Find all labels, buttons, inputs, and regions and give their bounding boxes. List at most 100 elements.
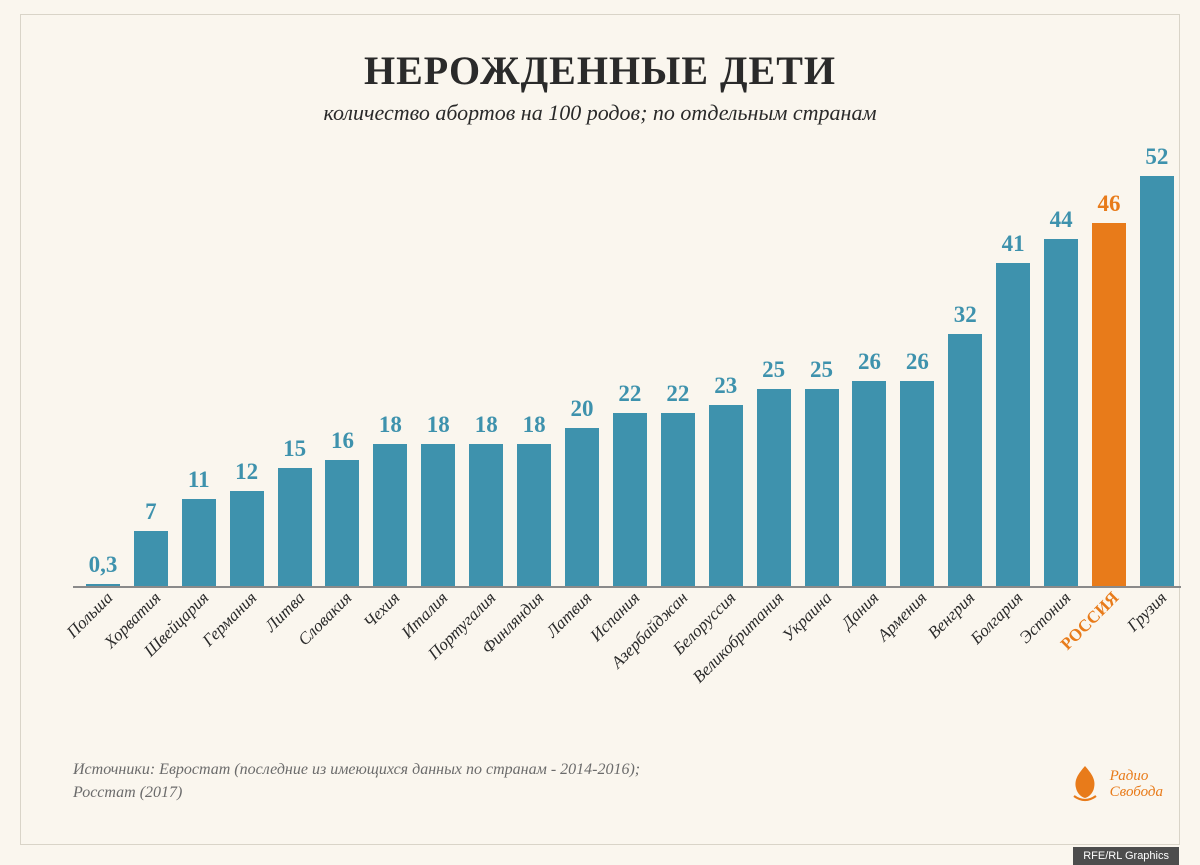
- label-slot: Германия: [223, 588, 271, 734]
- label-slot: РОССИЯ: [1085, 588, 1133, 734]
- bar-value: 18: [379, 412, 402, 438]
- logo-text: Радио Свобода: [1110, 768, 1163, 801]
- bar-slot: 22: [654, 148, 702, 586]
- bar-slot: 18: [414, 148, 462, 586]
- credit-badge: RFE/RL Graphics: [1073, 847, 1179, 865]
- bar-value: 18: [523, 412, 546, 438]
- label-slot: Венгрия: [941, 588, 989, 734]
- sources: Источники: Евростат (последние из имеющи…: [73, 759, 640, 804]
- bar-slot: 25: [750, 148, 798, 586]
- label-slot: Дания: [846, 588, 894, 734]
- label-slot: Латвия: [558, 588, 606, 734]
- bar: 22: [613, 413, 647, 586]
- bar-value: 44: [1050, 207, 1073, 233]
- bar: 25: [757, 389, 791, 586]
- bar-value: 32: [954, 302, 977, 328]
- bar-value: 18: [475, 412, 498, 438]
- bar-value: 25: [810, 357, 833, 383]
- chart-title: НЕРОЖДЕННЫЕ ДЕТИ: [21, 47, 1179, 94]
- label-slot: Армения: [893, 588, 941, 734]
- sources-line2: Росстат (2017): [73, 782, 640, 804]
- bar: 26: [900, 381, 934, 586]
- bar-value: 15: [283, 436, 306, 462]
- label-slot: Польша: [79, 588, 127, 734]
- bar-slot: 52: [1133, 148, 1181, 586]
- bar-value: 18: [427, 412, 450, 438]
- label-slot: Великобритания: [750, 588, 798, 734]
- bar: 18: [421, 444, 455, 586]
- bar-slot: 22: [606, 148, 654, 586]
- bar: 52: [1140, 176, 1174, 586]
- bar-value: 22: [666, 381, 689, 407]
- bar-slot: 18: [462, 148, 510, 586]
- bar-value: 0,3: [89, 552, 118, 578]
- bar-slot: 11: [175, 148, 223, 586]
- bar-slot: 41: [989, 148, 1037, 586]
- bar-slot: 15: [271, 148, 319, 586]
- bar: 44: [1044, 239, 1078, 586]
- bar: 41: [996, 263, 1030, 586]
- logo: Радио Свобода: [1068, 764, 1163, 804]
- bar: 11: [182, 499, 216, 586]
- bar-slot: 18: [366, 148, 414, 586]
- bar-slot: 44: [1037, 148, 1085, 586]
- bar-value: 41: [1002, 231, 1025, 257]
- bar-value: 23: [714, 373, 737, 399]
- bar-slot: 16: [319, 148, 367, 586]
- bar-slot: 32: [941, 148, 989, 586]
- bar: 15: [278, 468, 312, 586]
- label-slot: Чехия: [366, 588, 414, 734]
- sources-line1: Источники: Евростат (последние из имеющи…: [73, 759, 640, 781]
- bar: 46: [1092, 223, 1126, 586]
- bar: 18: [373, 444, 407, 586]
- bar-slot: 7: [127, 148, 175, 586]
- bar-value: 7: [145, 499, 157, 525]
- bar-value: 25: [762, 357, 785, 383]
- bar-chart: 0,37111215161818181820222223252526263241…: [73, 148, 1181, 588]
- bar-value: 22: [618, 381, 641, 407]
- bar-slot: 12: [223, 148, 271, 586]
- label-slot: Болгария: [989, 588, 1037, 734]
- bar-slot: 25: [798, 148, 846, 586]
- bar-value: 26: [858, 349, 881, 375]
- bar-slot: 23: [702, 148, 750, 586]
- bar-value: 52: [1145, 144, 1168, 170]
- label-slot: Азербайджан: [654, 588, 702, 734]
- bar: 12: [230, 491, 264, 586]
- label-slot: Грузия: [1133, 588, 1181, 734]
- bar: 32: [948, 334, 982, 586]
- bar-value: 46: [1097, 191, 1120, 217]
- bar: 25: [805, 389, 839, 586]
- bar: 18: [469, 444, 503, 586]
- label-slot: Словакия: [319, 588, 367, 734]
- bar-slot: 18: [510, 148, 558, 586]
- bar-value: 12: [235, 459, 258, 485]
- chart-frame: НЕРОЖДЕННЫЕ ДЕТИ количество абортов на 1…: [20, 14, 1180, 845]
- label-slot: Литва: [271, 588, 319, 734]
- bar-label: Чехия: [360, 588, 405, 633]
- bar: 18: [517, 444, 551, 586]
- bars-container: 0,37111215161818181820222223252526263241…: [73, 148, 1181, 586]
- chart-subtitle: количество абортов на 100 родов; по отде…: [21, 100, 1179, 126]
- labels-container: ПольшаХорватияШвейцарияГерманияЛитваСлов…: [73, 588, 1181, 734]
- bar-slot: 26: [846, 148, 894, 586]
- bar: 20: [565, 428, 599, 586]
- bar-value: 26: [906, 349, 929, 375]
- bar: 22: [661, 413, 695, 586]
- header: НЕРОЖДЕННЫЕ ДЕТИ количество абортов на 1…: [21, 15, 1179, 126]
- bar-value: 11: [188, 467, 210, 493]
- label-slot: Хорватия: [127, 588, 175, 734]
- bar: 7: [134, 531, 168, 586]
- bar: 16: [325, 460, 359, 586]
- label-slot: Украина: [798, 588, 846, 734]
- flame-icon: [1068, 764, 1102, 804]
- label-slot: Португалия: [462, 588, 510, 734]
- label-slot: Финляндия: [510, 588, 558, 734]
- label-slot: Эстония: [1037, 588, 1085, 734]
- bar-value: 16: [331, 428, 354, 454]
- bar-value: 20: [571, 396, 594, 422]
- bar: 26: [852, 381, 886, 586]
- label-slot: Швейцария: [175, 588, 223, 734]
- bar-slot: 46: [1085, 148, 1133, 586]
- bar-slot: 20: [558, 148, 606, 586]
